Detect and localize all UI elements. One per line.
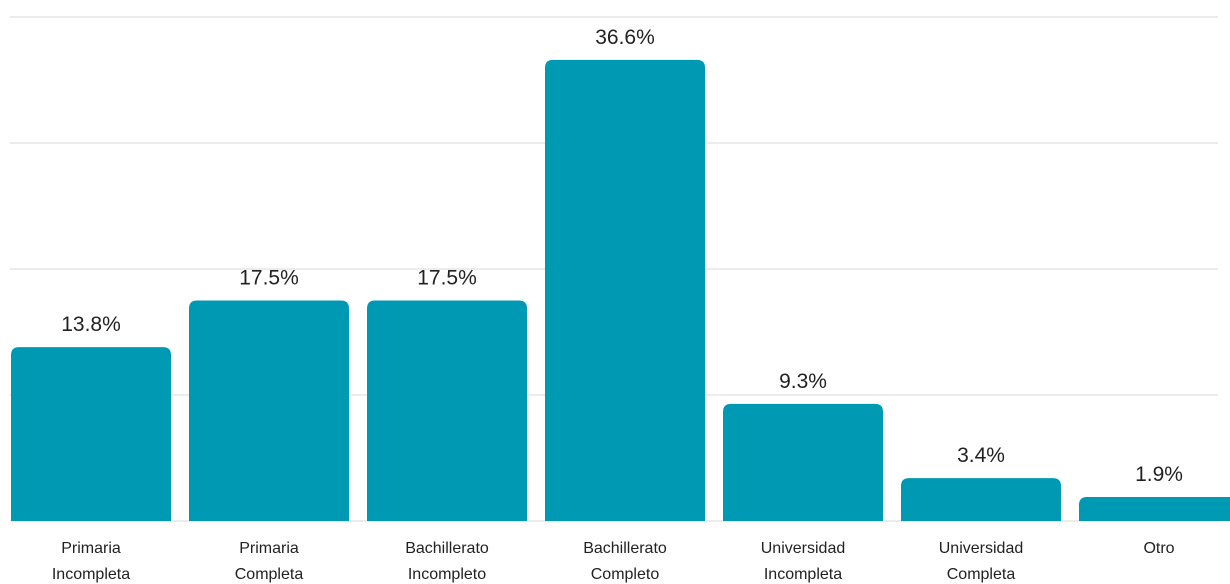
bar: [901, 478, 1061, 521]
x-tick-label: Primaria Incompleta: [51, 540, 131, 583]
bar: [1079, 497, 1230, 521]
bar: [723, 403, 883, 521]
bar: [11, 347, 171, 521]
value-label: 3.4%: [957, 444, 1005, 467]
x-tick-label: Bachillerato Completo: [583, 540, 667, 583]
value-label: 9.3%: [779, 370, 827, 393]
x-tick-label: Bachillerato Incompleto: [405, 540, 489, 583]
value-label: 17.5%: [239, 267, 299, 290]
bar: [545, 59, 705, 522]
x-tick-label: Universidad Incompleta: [760, 540, 846, 583]
x-tick-label: Otro: [1143, 540, 1175, 557]
value-label: 36.6%: [595, 26, 655, 49]
x-tick-label: Primaria Completa: [234, 540, 304, 583]
value-label: 13.8%: [61, 313, 121, 336]
bar: [189, 300, 349, 521]
value-label: 17.5%: [417, 267, 477, 290]
bar: [367, 300, 527, 521]
value-label: 1.9%: [1135, 463, 1183, 486]
x-tick-label: Universidad Completa: [938, 540, 1024, 583]
